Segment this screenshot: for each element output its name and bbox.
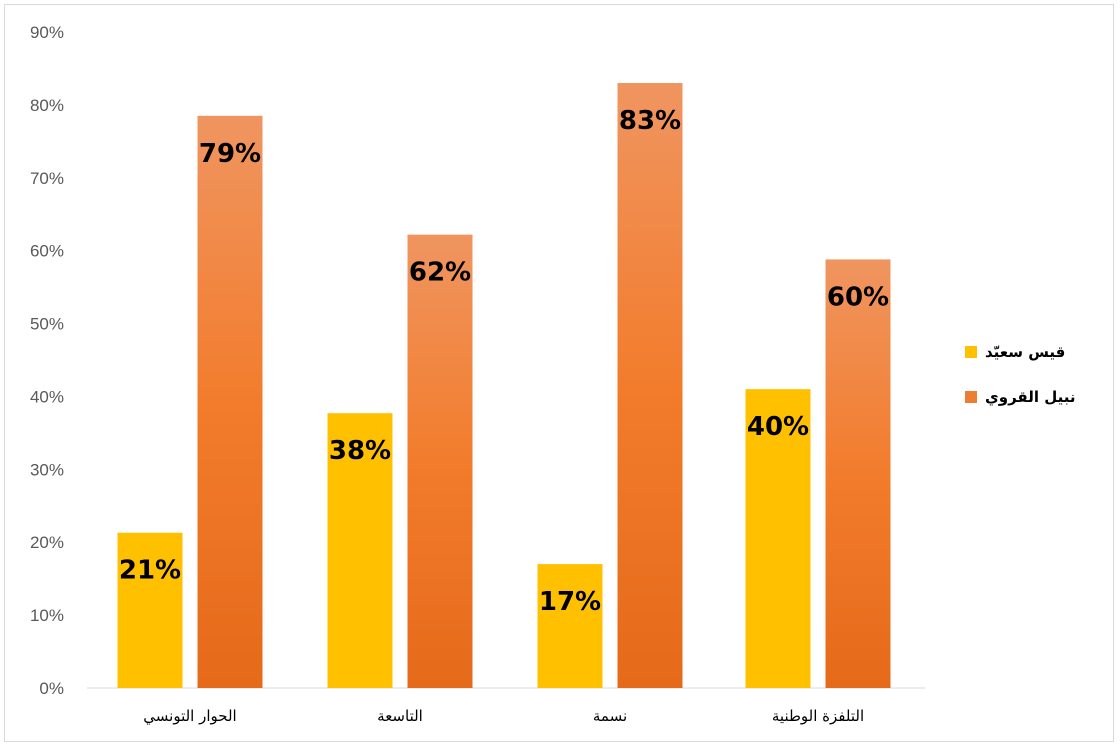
legend-label: قيس سعيّد (985, 343, 1065, 361)
category-label: التلفزة الوطنية (772, 707, 864, 725)
bar-saied-3 (745, 389, 811, 688)
data-label: 21% (119, 556, 181, 586)
y-tick-label: 0% (39, 679, 64, 698)
y-tick-label: 40% (30, 387, 64, 406)
y-tick-label: 20% (30, 533, 64, 552)
legend-label: نبيل القروي (985, 388, 1075, 407)
y-tick-label: 60% (30, 242, 64, 261)
data-label: 17% (539, 587, 601, 617)
category-label: نسمة (593, 707, 627, 725)
y-tick-label: 50% (30, 315, 64, 334)
bar-saied-2 (537, 564, 603, 688)
data-label: 38% (329, 436, 391, 466)
category-label: الحوار التونسي (143, 707, 236, 726)
bar-saied-0 (117, 532, 183, 688)
bar-karoui-2 (617, 83, 683, 689)
bar-karoui-1 (407, 234, 473, 688)
y-tick-label: 10% (30, 606, 64, 625)
legend-swatch (965, 346, 977, 358)
data-label: 62% (409, 258, 471, 288)
category-label: التاسعة (377, 707, 423, 725)
y-tick-label: 80% (30, 96, 64, 115)
bar-karoui-3 (825, 259, 891, 688)
bar-karoui-0 (197, 115, 263, 689)
legend-swatch (965, 391, 977, 403)
bar-saied-1 (327, 413, 393, 688)
data-label: 60% (827, 282, 889, 312)
y-tick-label: 30% (30, 460, 64, 479)
data-label: 40% (747, 412, 809, 442)
data-label: 83% (619, 106, 681, 136)
y-tick-label: 70% (30, 169, 64, 188)
data-label: 79% (199, 139, 261, 169)
y-tick-label: 90% (30, 23, 64, 42)
